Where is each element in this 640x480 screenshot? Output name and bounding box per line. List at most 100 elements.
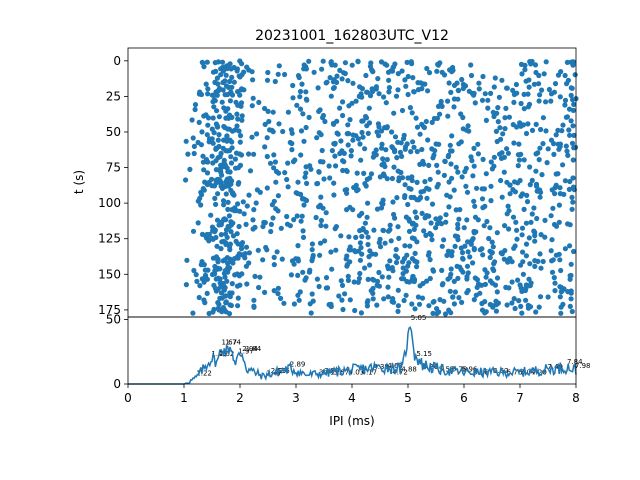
raster-point-1205 [563,143,569,149]
raster-point-1189 [504,302,510,308]
raster-point-589 [321,176,327,182]
raster-point-1442 [538,265,544,271]
raster-point-1252 [531,81,538,87]
raster-point-77 [197,283,203,289]
raster-point-596 [322,118,328,125]
raster-point-1116 [456,141,462,147]
raster-point-1479 [552,81,559,87]
raster-point-67 [203,112,209,118]
raster-point-7 [189,117,195,123]
raster-point-190 [213,234,219,241]
raster-point-1390 [556,219,562,225]
raster-point-1317 [539,172,545,178]
raster-point-981 [405,91,411,98]
raster-point-1372 [523,285,529,291]
raster-point-1527 [466,128,472,134]
raster-point-10 [183,177,189,183]
raster-y-tick-label-0: 0 [113,54,121,68]
raster-point-1498 [494,110,500,116]
raster-point-559 [302,277,308,283]
raster-point-1138 [459,299,465,305]
raster-point-1557 [563,114,570,120]
raster-point-1353 [528,280,534,286]
raster-point-288 [215,88,221,94]
raster-point-1058 [433,225,439,231]
raster-point-1399 [537,294,544,300]
raster-point-1360 [509,300,515,306]
raster-point-1537 [558,310,564,316]
raster-point-653 [308,310,314,316]
raster-point-803 [385,228,392,234]
raster-point-951 [411,144,417,150]
raster-point-1547 [570,107,577,113]
raster-point-382 [229,145,235,151]
raster-point-1542 [551,151,557,157]
histogram-x-tick-label-2: 2 [236,391,244,405]
raster-point-297 [227,61,233,67]
raster-point-373 [229,139,235,145]
raster-point-174 [216,114,222,120]
raster-point-1287 [557,185,563,191]
raster-point-1004 [419,210,425,216]
raster-point-1456 [520,249,526,255]
raster-point-1089 [409,110,415,116]
raster-point-200 [225,106,231,112]
raster-point-584 [335,131,341,137]
raster-point-1087 [446,152,452,158]
raster-point-1518 [471,297,477,303]
raster-point-627 [329,148,335,154]
raster-point-1084 [419,86,425,92]
raster-point-648 [340,167,346,174]
raster-point-170 [218,72,224,78]
raster-point-392 [229,74,235,80]
raster-point-610 [342,291,348,297]
raster-point-1415 [492,75,498,81]
raster-point-680 [317,107,323,113]
raster-point-4 [191,267,197,274]
raster-point-1170 [462,243,468,249]
raster-point-555 [320,159,326,165]
raster-point-759 [361,170,367,176]
raster-point-423 [281,300,287,306]
raster-point-1280 [523,253,530,259]
raster-point-588 [303,124,309,131]
raster-point-842 [390,199,396,205]
raster-point-326 [232,156,238,162]
raster-point-1548 [518,285,524,291]
raster-point-265 [213,201,219,207]
raster-point-1356 [567,276,573,282]
raster-point-838 [358,157,364,163]
raster-point-869 [369,86,375,92]
raster-point-1103 [406,260,412,266]
raster-point-984 [455,225,461,231]
raster-point-462 [273,206,279,212]
raster-point-403 [265,108,271,114]
raster-point-1247 [533,121,539,127]
raster-point-1437 [504,85,510,91]
raster-point-743 [379,141,385,147]
raster-point-486 [284,176,290,183]
raster-point-576 [297,88,304,95]
raster-point-923 [362,181,368,187]
raster-point-1152 [445,276,451,282]
raster-point-127 [224,234,230,240]
raster-point-453 [282,71,288,78]
raster-point-1543 [479,97,486,103]
raster-point-14 [187,166,193,172]
raster-point-1467 [519,71,525,77]
raster-point-571 [295,190,301,197]
raster-point-1075 [451,104,457,110]
raster-point-218 [225,199,231,205]
raster-point-671 [348,148,354,154]
raster-point-413 [255,247,261,253]
raster-point-452 [279,256,285,262]
raster-point-822 [374,302,380,308]
raster-point-851 [395,139,401,145]
raster-point-956 [430,310,436,316]
raster-point-764 [367,262,373,268]
raster-point-583 [346,234,352,240]
raster-point-1384 [470,173,476,179]
raster-point-92 [215,191,221,197]
raster-point-78 [200,60,206,66]
raster-point-350 [229,178,235,184]
